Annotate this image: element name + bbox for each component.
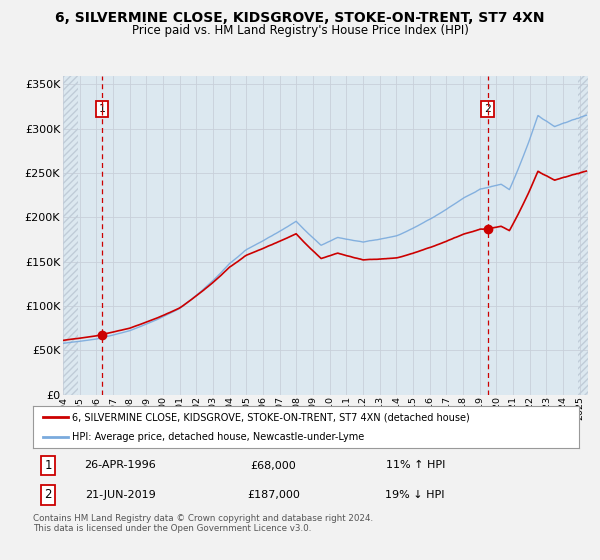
Text: 11% ↑ HPI: 11% ↑ HPI bbox=[386, 460, 445, 470]
Text: 1: 1 bbox=[98, 104, 105, 114]
Bar bbox=[578, 76, 588, 395]
Text: £187,000: £187,000 bbox=[247, 490, 299, 500]
Text: 26-APR-1996: 26-APR-1996 bbox=[85, 460, 156, 470]
Text: HPI: Average price, detached house, Newcastle-under-Lyme: HPI: Average price, detached house, Newc… bbox=[73, 432, 365, 442]
Bar bbox=[63, 76, 79, 395]
Text: Price paid vs. HM Land Registry's House Price Index (HPI): Price paid vs. HM Land Registry's House … bbox=[131, 24, 469, 37]
Bar bbox=[578, 76, 588, 395]
Text: 6, SILVERMINE CLOSE, KIDSGROVE, STOKE-ON-TRENT, ST7 4XN (detached house): 6, SILVERMINE CLOSE, KIDSGROVE, STOKE-ON… bbox=[73, 412, 470, 422]
Text: £68,000: £68,000 bbox=[250, 460, 296, 470]
Text: 19% ↓ HPI: 19% ↓ HPI bbox=[385, 490, 445, 500]
Text: 2: 2 bbox=[484, 104, 491, 114]
Text: 21-JUN-2019: 21-JUN-2019 bbox=[85, 490, 156, 500]
Text: 6, SILVERMINE CLOSE, KIDSGROVE, STOKE-ON-TRENT, ST7 4XN: 6, SILVERMINE CLOSE, KIDSGROVE, STOKE-ON… bbox=[55, 11, 545, 25]
Text: 1: 1 bbox=[44, 459, 52, 472]
Text: 2: 2 bbox=[44, 488, 52, 501]
Text: This data is licensed under the Open Government Licence v3.0.: This data is licensed under the Open Gov… bbox=[33, 524, 311, 533]
Bar bbox=[63, 76, 79, 395]
Text: Contains HM Land Registry data © Crown copyright and database right 2024.: Contains HM Land Registry data © Crown c… bbox=[33, 514, 373, 523]
